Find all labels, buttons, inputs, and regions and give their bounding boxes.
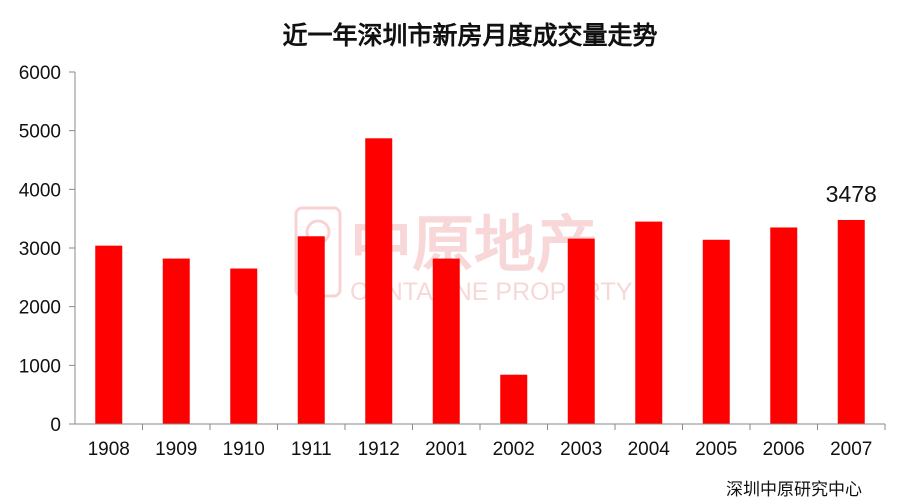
bar-2004 bbox=[635, 221, 663, 424]
bar-1908 bbox=[95, 245, 123, 424]
x-tick-label: 2003 bbox=[560, 439, 602, 460]
bar-2006 bbox=[770, 227, 798, 424]
bar-1912 bbox=[365, 138, 393, 424]
bar-2001 bbox=[432, 258, 460, 424]
bar-2007 bbox=[837, 219, 865, 424]
chart-title: 近一年深圳市新房月度成交量走势 bbox=[282, 21, 657, 50]
x-tick-label: 1910 bbox=[223, 439, 265, 460]
bar-2003 bbox=[567, 238, 595, 424]
x-tick-label: 2004 bbox=[628, 439, 671, 460]
x-tick-label: 2005 bbox=[695, 439, 737, 460]
bar-1911 bbox=[297, 236, 325, 424]
x-axis: 1908 1909 1910 1911 1912 2001 2002 2003 2004 2005… bbox=[75, 423, 886, 460]
x-tick-label: 2001 bbox=[425, 439, 467, 460]
x-tick-label: 1909 bbox=[155, 439, 197, 460]
bar-1909 bbox=[162, 258, 190, 424]
y-tick-label: 6000 bbox=[19, 63, 61, 84]
x-tick-label: 1912 bbox=[358, 439, 400, 460]
y-axis: 0 1000 2000 3000 4000 5000 6000 bbox=[19, 63, 76, 436]
data-labels: 3478 bbox=[826, 181, 877, 207]
x-tick-label: 2006 bbox=[763, 439, 805, 460]
y-tick-label: 3000 bbox=[19, 239, 61, 260]
y-tick-label: 4000 bbox=[19, 180, 61, 201]
bar-2005 bbox=[702, 239, 730, 424]
bar-1910 bbox=[230, 268, 258, 424]
x-tick-label: 1911 bbox=[291, 439, 332, 460]
y-tick-label: 0 bbox=[50, 415, 61, 436]
x-tick-label: 2002 bbox=[493, 439, 535, 460]
x-tick-label: 2007 bbox=[830, 439, 872, 460]
source-note: 深圳中原研究中心 bbox=[726, 480, 862, 500]
y-tick-label: 5000 bbox=[19, 122, 61, 143]
bars bbox=[95, 138, 865, 424]
y-tick-label: 2000 bbox=[19, 298, 61, 319]
y-tick-label: 1000 bbox=[19, 356, 61, 377]
bar-2002 bbox=[500, 374, 528, 424]
data-label-2007: 3478 bbox=[826, 181, 877, 207]
x-tick-label: 1908 bbox=[88, 439, 130, 460]
